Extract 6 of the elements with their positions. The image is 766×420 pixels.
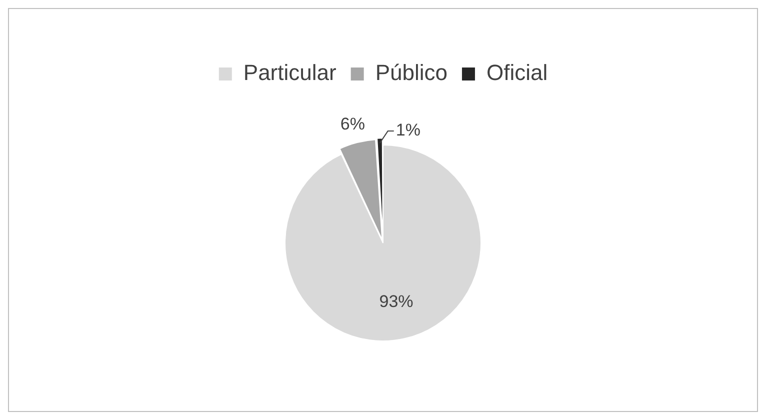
legend-label: Oficial [486,60,548,86]
data-label: 6% [340,114,365,134]
legend-label: Público [375,60,448,86]
data-label: 93% [379,292,414,311]
legend-label: Particular [243,60,336,86]
data-label: 1% [396,120,420,140]
